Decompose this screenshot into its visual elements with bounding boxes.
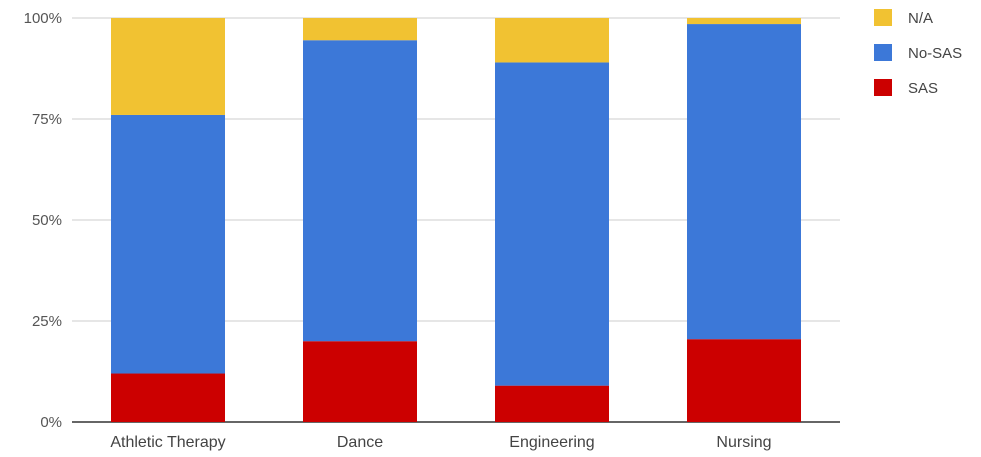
y-tick-label: 50% [32,212,62,229]
x-tick-label: Athletic Therapy [110,434,225,451]
bar-segment [687,18,801,25]
x-tick-label: Dance [337,434,383,451]
y-axis-tick-labels: 0% 25% 50% 75% 100% [24,10,62,431]
y-tick-label: 0% [40,414,62,431]
bar-segment [687,339,801,422]
bar-segment [495,385,609,422]
bar-segment [111,18,225,115]
x-tick-label: Engineering [509,434,594,451]
bar-segment [303,18,417,41]
legend-label: N/A [908,10,933,27]
legend: N/A No-SAS SAS [874,9,962,97]
bars [111,18,801,422]
legend-swatch [874,9,892,26]
bar-segment [111,373,225,422]
bar-segment [303,341,417,422]
x-axis-category-labels: Athletic Therapy Dance Engineering Nursing [110,434,771,451]
bar-segment [111,114,225,374]
bar-segment [495,62,609,386]
y-tick-label: 75% [32,111,62,128]
y-tick-label: 25% [32,313,62,330]
bar-segment [495,18,609,63]
legend-swatch [874,44,892,61]
bar-segment [687,24,801,340]
bar-segment [303,40,417,342]
legend-label: SAS [908,80,938,97]
legend-label: No-SAS [908,45,962,62]
x-tick-label: Nursing [716,434,771,451]
legend-swatch [874,79,892,96]
y-tick-label: 100% [24,10,62,27]
